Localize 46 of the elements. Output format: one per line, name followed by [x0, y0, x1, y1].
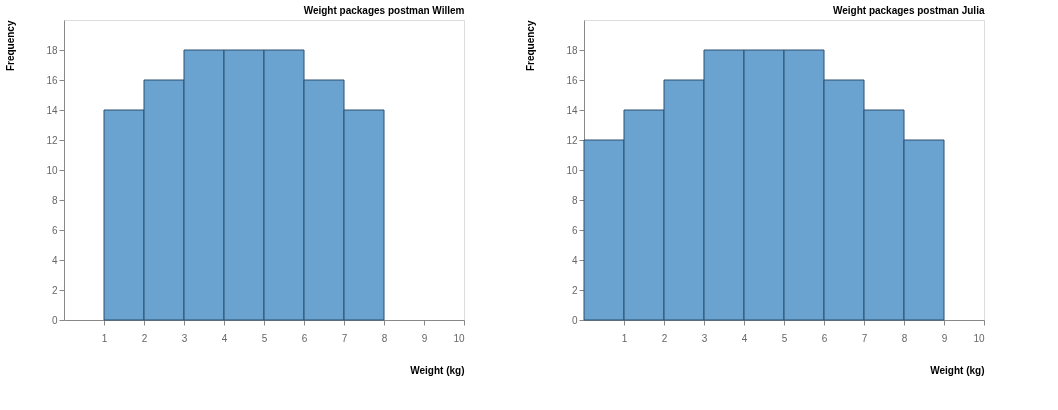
y-tick-label: 10 — [566, 164, 578, 176]
y-axis-title: Frequency — [525, 20, 537, 72]
y-tick-label: 6 — [51, 224, 58, 236]
x-tick-label: 5 — [781, 332, 788, 344]
x-tick-label: 7 — [861, 332, 868, 344]
y-tick-label: 0 — [51, 314, 58, 326]
y-tick-label: 6 — [571, 224, 578, 236]
y-tick-label: 16 — [46, 74, 58, 86]
x-tick-label: 5 — [261, 332, 268, 344]
x-tick-label: 10 — [973, 332, 985, 344]
x-tick-label: 2 — [141, 332, 148, 344]
x-tick-label: 6 — [821, 332, 828, 344]
x-tick-label: 2 — [661, 332, 668, 344]
x-tick-label: 9 — [421, 332, 428, 344]
x-tick-label: 1 — [621, 332, 628, 344]
y-tick-label: 4 — [51, 254, 58, 266]
x-tick-label: 8 — [901, 332, 908, 344]
y-tick-label: 8 — [571, 194, 578, 206]
y-tick-label: 12 — [46, 134, 58, 146]
y-tick-label: 14 — [46, 104, 58, 116]
x-tick-label: 10 — [453, 332, 465, 344]
y-tick-label: 18 — [46, 44, 58, 56]
y-tick-label: 18 — [566, 44, 578, 56]
x-axis-title: Weight (kg) — [930, 364, 985, 376]
x-tick-label: 4 — [221, 332, 228, 344]
y-tick-label: 16 — [566, 74, 578, 86]
x-tick-label: 3 — [701, 332, 708, 344]
x-tick-label: 7 — [341, 332, 348, 344]
x-tick-label: 4 — [741, 332, 748, 344]
y-axis-title: Frequency — [5, 20, 17, 72]
y-tick-label: 0 — [571, 314, 578, 326]
y-tick-label: 10 — [46, 164, 58, 176]
chart-title: Weight packages postman Julia — [832, 5, 985, 16]
y-tick-label: 4 — [571, 254, 578, 266]
y-tick-label: 2 — [51, 284, 58, 296]
x-tick-label: 9 — [941, 332, 948, 344]
x-axis-title: Weight (kg) — [410, 364, 465, 376]
chart-title: Weight packages postman Willem — [303, 5, 465, 16]
y-tick-label: 12 — [566, 134, 578, 146]
y-tick-label: 2 — [571, 284, 578, 296]
x-tick-label: 8 — [381, 332, 388, 344]
x-tick-label: 1 — [101, 332, 108, 344]
x-tick-label: 3 — [181, 332, 188, 344]
x-tick-label: 6 — [301, 332, 308, 344]
y-tick-label: 14 — [566, 104, 578, 116]
y-tick-label: 8 — [51, 194, 58, 206]
